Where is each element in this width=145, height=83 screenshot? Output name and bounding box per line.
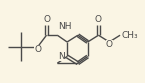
Text: O: O <box>95 15 102 24</box>
Text: O: O <box>34 45 41 54</box>
Text: N: N <box>58 52 65 61</box>
Text: O: O <box>43 15 50 24</box>
Text: O: O <box>106 40 113 49</box>
Text: CH₃: CH₃ <box>121 31 138 40</box>
Text: NH: NH <box>58 22 72 31</box>
